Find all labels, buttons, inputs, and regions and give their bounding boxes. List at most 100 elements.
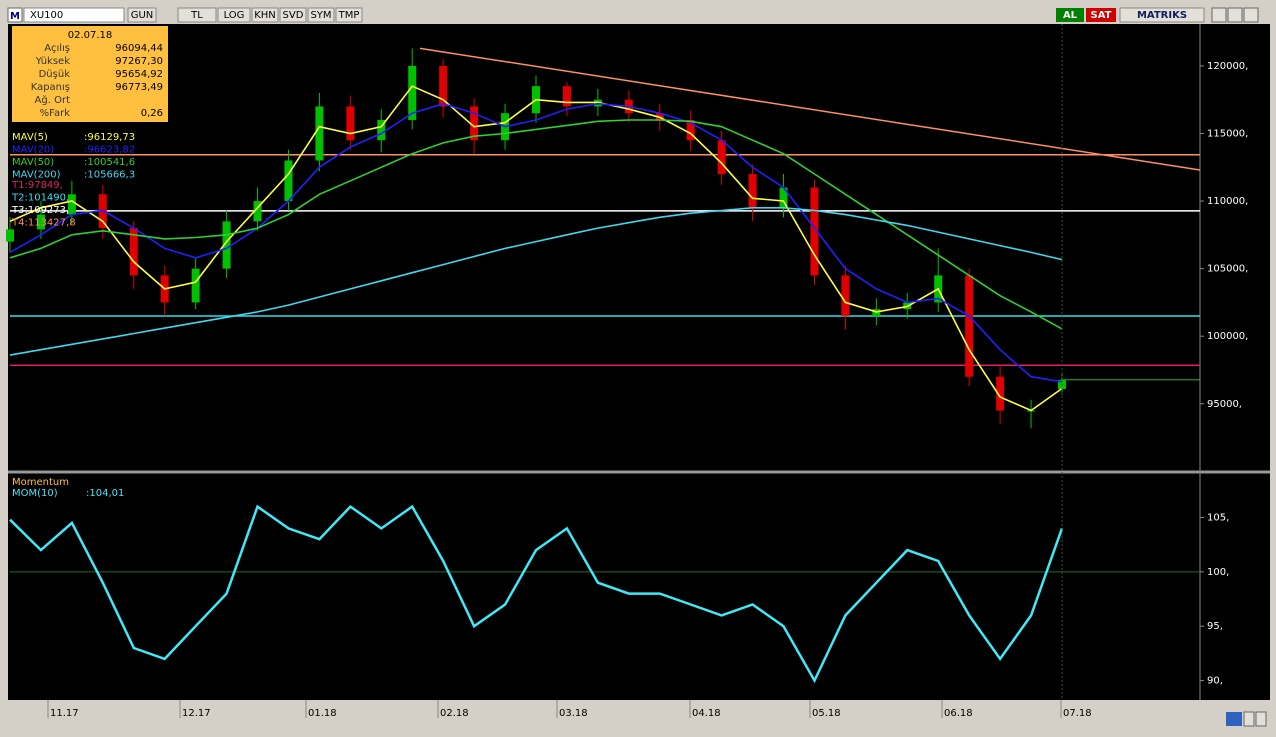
trendline: [419, 47, 1201, 171]
buy-label: AL: [1063, 10, 1078, 21]
y-tick-label: 100,: [1207, 567, 1229, 578]
sell-label: SAT: [1091, 10, 1112, 21]
legend-value: :104,01: [86, 488, 124, 499]
y-tick-label: 115000,: [1207, 128, 1248, 139]
y-tick-label: 90,: [1207, 676, 1223, 687]
candle-body: [748, 174, 757, 208]
legend-name: MAV(200): [12, 170, 61, 181]
candle-body: [253, 201, 262, 222]
buy-button[interactable]: [1056, 8, 1084, 22]
info-label: Yüksek: [35, 56, 70, 67]
info-label: Açılış: [44, 43, 70, 54]
symbol: XU100: [30, 10, 63, 21]
legend-value: :96129,73: [84, 132, 135, 143]
legend-value: :100541,6: [84, 157, 135, 168]
y-tick-label: 100000,: [1207, 331, 1248, 342]
level-label: T1:97849,: [11, 180, 63, 191]
toolbar-button[interactable]: [177, 7, 217, 23]
toolbar-button-label: SYM: [310, 10, 331, 21]
toolbar-button[interactable]: [307, 7, 335, 23]
x-tick-label: 11.17: [50, 708, 79, 719]
y-tick-label: 110000,: [1207, 196, 1248, 207]
info-box: [12, 26, 168, 122]
legend-value: :96623,82: [84, 145, 135, 156]
x-tick-label: 03.18: [559, 708, 588, 719]
x-tick-label: 01.18: [308, 708, 337, 719]
x-tick-label: 04.18: [692, 708, 721, 719]
y-tick-label: 120000,: [1207, 61, 1248, 72]
candle-body: [377, 119, 386, 141]
candle-body: [36, 214, 45, 230]
candle-body: [408, 65, 417, 120]
info-value: 96094,44: [115, 43, 163, 54]
moving-average-line: [9, 207, 1063, 356]
candle-body: [810, 187, 819, 276]
candle-body: [779, 187, 788, 208]
toolbar-button-label: KHN: [254, 10, 276, 21]
level-label: T4:113427,8: [11, 218, 76, 229]
candle-body: [129, 228, 138, 276]
brand-box: [1119, 7, 1205, 23]
candle-body: [439, 65, 448, 107]
chart-area: [8, 24, 1270, 700]
momentum-line: [9, 504, 1064, 684]
info-value: 96773,49: [115, 82, 163, 93]
logo: M: [10, 11, 20, 22]
window-button[interactable]: [1243, 7, 1259, 23]
candle-body: [315, 106, 324, 161]
candle-body: [841, 275, 850, 316]
candle-body: [222, 221, 231, 269]
scroll-left[interactable]: [1243, 711, 1255, 727]
info-label: Düşük: [39, 69, 71, 80]
info-label: %Fark: [40, 108, 71, 119]
info-label: Kapanış: [31, 82, 70, 93]
candle-body: [191, 268, 200, 303]
toolbar-button-label: GUN: [131, 10, 154, 21]
brand: MATRIKS: [1137, 10, 1187, 21]
x-tick-label: 02.18: [440, 708, 469, 719]
x-tick-label: 05.18: [812, 708, 841, 719]
level-label: T2:101490,: [11, 193, 69, 204]
candle-body: [67, 194, 76, 215]
info-value: 0,26: [141, 108, 163, 119]
info-label: Ağ. Ort: [35, 94, 71, 106]
window-button[interactable]: [1227, 7, 1243, 23]
toolbar-button[interactable]: [279, 7, 307, 23]
symbol-box: [23, 7, 125, 23]
x-tick-label: 07.18: [1063, 708, 1092, 719]
sell-button[interactable]: [1086, 8, 1116, 22]
info-value: 95654,92: [115, 69, 163, 80]
panel-title: Momentum: [12, 477, 69, 488]
scroll-button[interactable]: [1226, 712, 1242, 726]
level-label: T3:109273,: [11, 205, 69, 216]
y-tick-label: 105000,: [1207, 264, 1248, 275]
legend-name: MAV(50): [12, 157, 54, 168]
toolbar-button[interactable]: [335, 7, 363, 23]
y-tick-label: 105,: [1207, 512, 1229, 523]
moving-average-line: [9, 102, 1063, 383]
window-button[interactable]: [1211, 7, 1227, 23]
moving-average-line: [9, 85, 1063, 412]
info-date: 02.07.18: [68, 30, 113, 41]
scroll-right[interactable]: [1255, 711, 1267, 727]
toolbar-button-label: TMP: [338, 10, 360, 21]
toolbar-button[interactable]: [217, 7, 251, 23]
toolbar-button[interactable]: [127, 7, 157, 23]
y-tick-label: 95000,: [1207, 399, 1242, 410]
candle-body: [284, 160, 293, 202]
toolbar-button-label: LOG: [224, 10, 245, 21]
x-tick-label: 06.18: [944, 708, 973, 719]
candle-body: [717, 140, 726, 175]
toolbar-button[interactable]: [251, 7, 279, 23]
legend-name: MAV(20): [12, 145, 54, 156]
info-value: 97267,30: [115, 56, 163, 67]
candle-body: [686, 119, 695, 141]
legend-name: MAV(5): [12, 132, 48, 143]
legend-name: MOM(10): [12, 488, 58, 499]
date-bar: [8, 700, 1270, 722]
candle-body: [346, 106, 355, 141]
toolbar-button-label: SVD: [283, 10, 304, 21]
logo-box: [7, 7, 23, 23]
legend-value: :105666,3: [84, 170, 135, 181]
